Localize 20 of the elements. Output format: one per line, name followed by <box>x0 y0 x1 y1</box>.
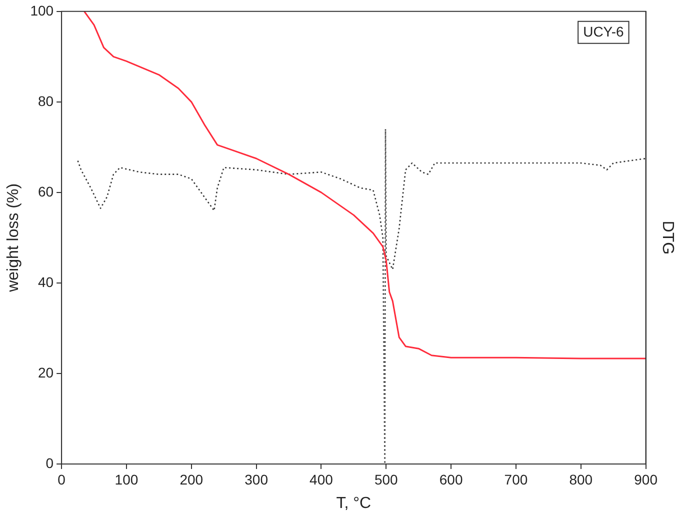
x-tick-label: 300 <box>244 471 268 488</box>
y-tick-label: 80 <box>38 92 54 109</box>
x-tick-label: 600 <box>439 471 463 488</box>
y-tick-label: 60 <box>38 183 54 200</box>
y-tick-label: 40 <box>38 274 54 290</box>
x-tick-label: 900 <box>634 471 658 488</box>
y-tick-label: 20 <box>38 364 54 380</box>
x-tick-label: 800 <box>569 471 593 488</box>
y-tick-label: 100 <box>30 2 54 18</box>
x-tick-label: 0 <box>58 471 66 488</box>
y2-axis-title: DTG <box>658 220 676 255</box>
x-tick-label: 500 <box>374 471 398 488</box>
x-tick-label: 200 <box>180 471 204 488</box>
y-axis-title: weight loss (%) <box>5 183 22 293</box>
x-tick-label: 400 <box>310 471 334 488</box>
x-tick-label: 700 <box>504 471 528 488</box>
x-axis-title: T, °C <box>336 494 372 512</box>
y-tick-label: 0 <box>46 454 54 471</box>
x-tick-label: 100 <box>114 471 138 488</box>
annotation: UCY-6 <box>583 23 624 40</box>
